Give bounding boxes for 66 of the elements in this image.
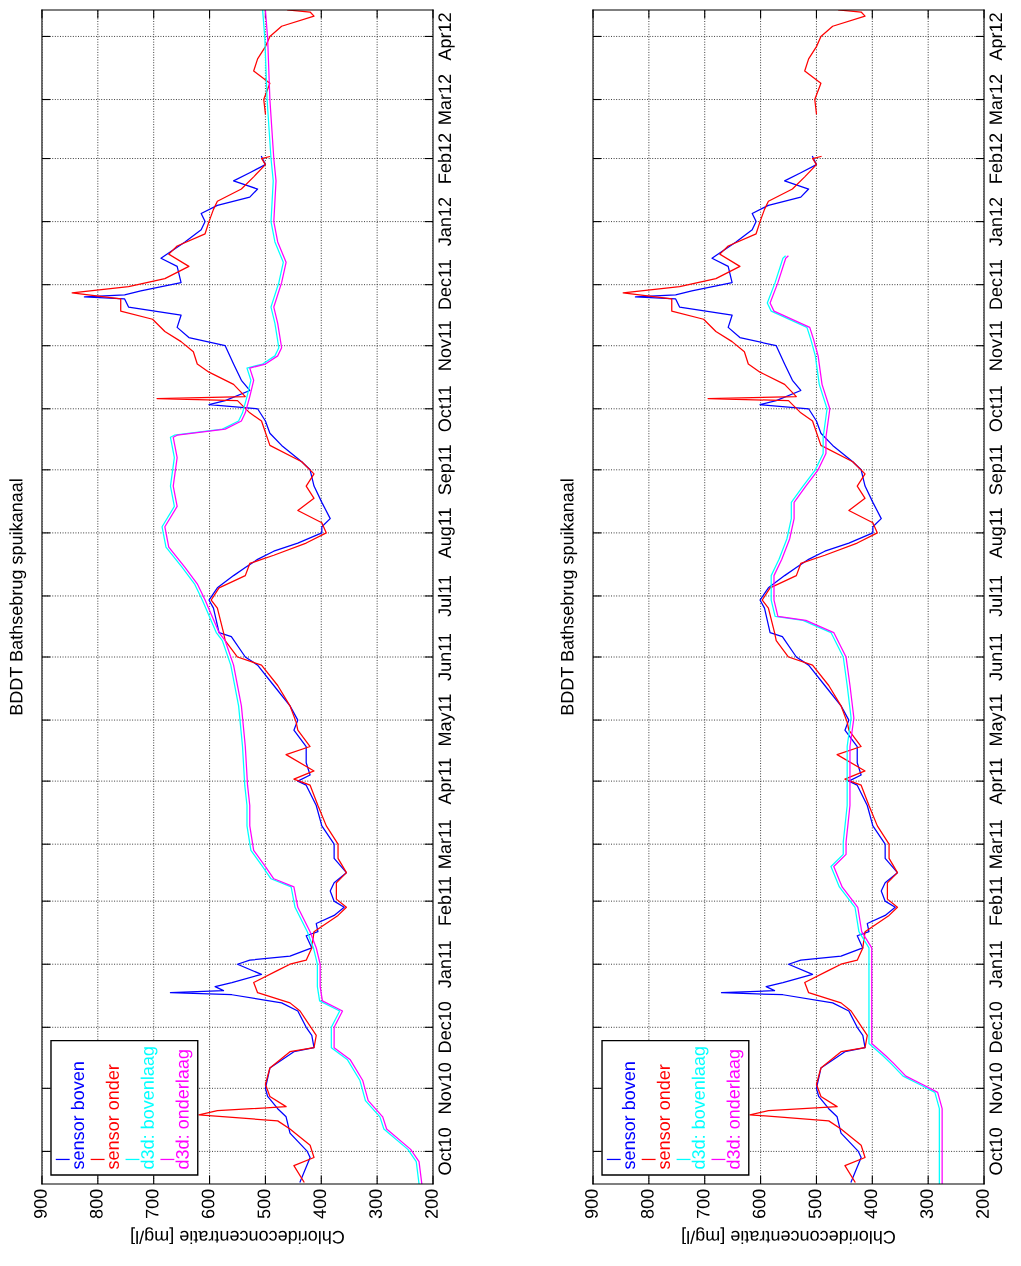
y-tick-label: Jan12 xyxy=(438,197,452,246)
text: BDDT Bathsebrug spuikanaal xyxy=(9,479,27,715)
text: sensor boven xyxy=(621,1062,636,1170)
x-tick-label: 600 xyxy=(201,1189,215,1219)
x-tick-label: 800 xyxy=(640,1189,654,1219)
y-tick-label: Aug11 xyxy=(438,508,455,559)
x-axis-title: Chlorideconcentratie [mg/l] xyxy=(682,1227,895,1245)
x-tick-label: 900 xyxy=(34,1189,47,1219)
y-tick-label: Oct10 xyxy=(438,1128,452,1175)
text: BDDT Bathsebrug spuikanaal xyxy=(560,479,578,715)
y-tick-label: Dec11 xyxy=(438,260,452,309)
y-tick-label: Dec10 xyxy=(438,1001,452,1052)
x-tick-label: 800 xyxy=(89,1189,103,1219)
y-tick-label: Dec10 xyxy=(989,1001,1003,1052)
x-tick-label: 400 xyxy=(313,1189,327,1219)
y-tick-label: Apr12 xyxy=(438,13,455,61)
x-tick-label: 900 xyxy=(585,1189,598,1219)
text: d3d: onderlaag xyxy=(726,1050,744,1169)
y-tick-label: Jul11 xyxy=(988,575,1003,617)
y-tick-label: Sep11 xyxy=(989,445,1006,495)
x-tick-label: 500 xyxy=(808,1189,822,1219)
x-tick-label: 700 xyxy=(145,1189,159,1219)
x-tick-label: 200 xyxy=(425,1189,438,1219)
y-tick-label: Oct11 xyxy=(438,386,452,432)
y-tick-label: Jan12 xyxy=(989,197,1003,246)
x-tick-label: 400 xyxy=(864,1189,878,1219)
y-tick-label: Feb12 xyxy=(988,133,1003,183)
text: sensor onder xyxy=(656,1064,671,1170)
x-tick-label: 600 xyxy=(752,1189,766,1219)
text: d3d: bovenlaag xyxy=(691,1047,709,1169)
y-tick-label: Oct11 xyxy=(989,386,1003,432)
y-tick-label: Oct10 xyxy=(989,1128,1003,1175)
y-tick-label: Jan11 xyxy=(438,941,452,988)
text: d3d: bovenlaag xyxy=(140,1047,158,1169)
y-tick-label: Apr11 xyxy=(989,758,1006,805)
y-tick-label: Apr11 xyxy=(438,758,455,805)
y-tick-label: Nov11 xyxy=(989,321,1003,370)
text: d3d: onderlaag xyxy=(175,1050,193,1169)
y-tick-label: Nov10 xyxy=(989,1062,1003,1113)
y-tick-label: Dec11 xyxy=(989,260,1003,309)
y-tick-label: Mar11 xyxy=(989,820,1003,868)
y-tick-label: Nov10 xyxy=(438,1062,452,1113)
y-tick-label: Apr12 xyxy=(989,13,1006,61)
y-tick-label: Feb11 xyxy=(988,877,1003,925)
x-tick-label: 300 xyxy=(369,1189,382,1219)
y-tick-label: Aug11 xyxy=(989,508,1006,559)
y-tick-label: Sep11 xyxy=(438,445,455,495)
y-tick-label: Feb12 xyxy=(437,133,452,183)
y-tick-label: Jul11 xyxy=(437,575,452,617)
text: sensor onder xyxy=(105,1064,119,1170)
text: sensor boven xyxy=(70,1062,85,1170)
x-axis-title: Chlorideconcentratie [mg/l] xyxy=(131,1227,344,1245)
y-tick-label: Nov11 xyxy=(438,321,452,370)
y-tick-label: May11 xyxy=(438,694,455,746)
x-tick-label: 200 xyxy=(976,1189,989,1219)
y-tick-label: Mar11 xyxy=(438,820,452,868)
x-tick-label: 500 xyxy=(257,1189,271,1219)
x-tick-label: 700 xyxy=(696,1189,710,1219)
y-tick-label: Mar12 xyxy=(989,74,1003,124)
y-tick-label: Feb11 xyxy=(437,877,452,925)
y-tick-label: Jun11 xyxy=(438,633,452,681)
y-tick-label: Mar12 xyxy=(438,74,452,124)
y-tick-label: May11 xyxy=(989,694,1006,746)
y-tick-label: Jan11 xyxy=(989,941,1003,988)
x-tick-label: 300 xyxy=(920,1189,934,1219)
y-tick-label: Jun11 xyxy=(989,633,1003,681)
